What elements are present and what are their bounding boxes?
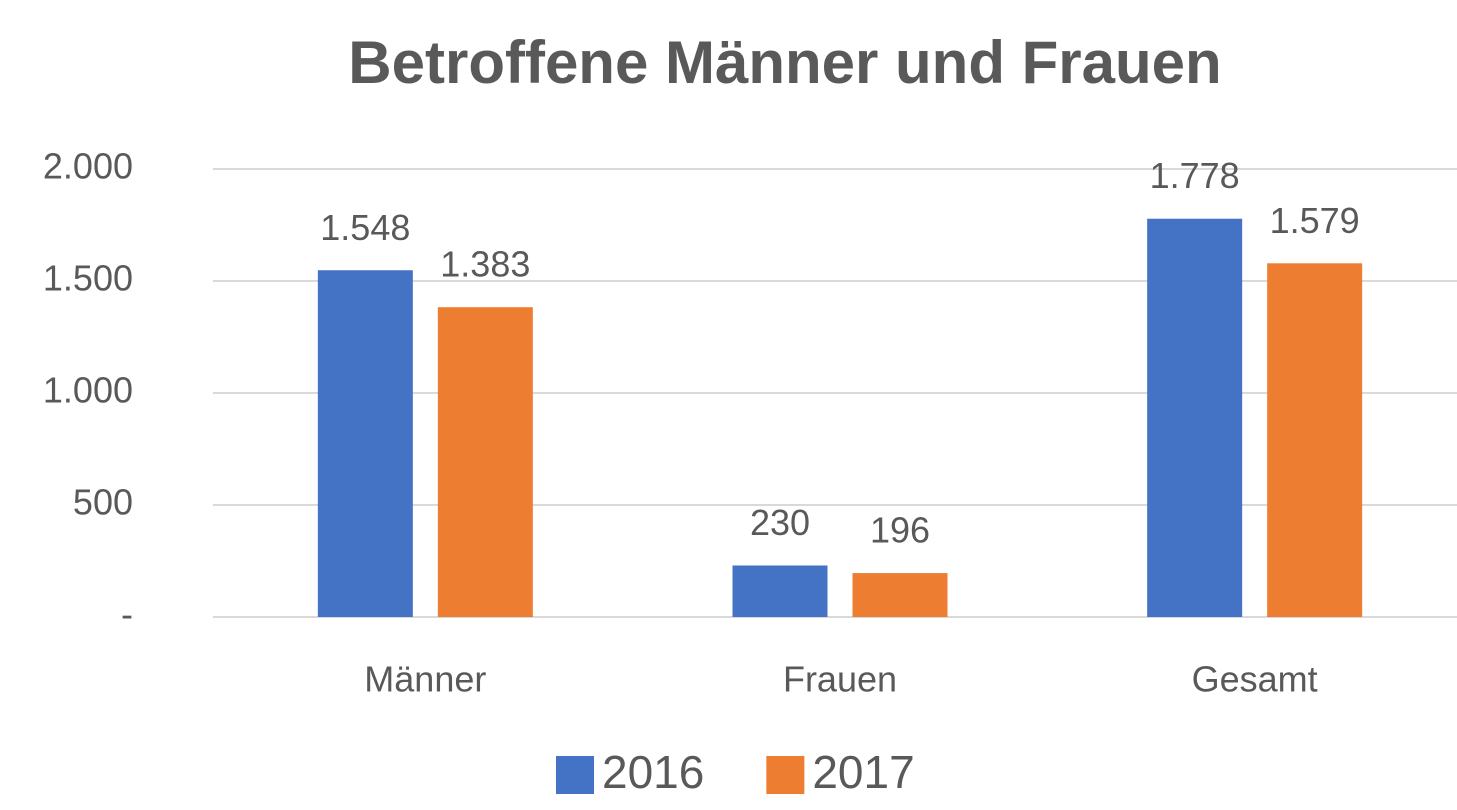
bar (1147, 218, 1243, 617)
y-tick-label: 500 (73, 482, 133, 523)
chart-title: Betroffene Männer und Frauen (348, 29, 1221, 96)
bar (1267, 263, 1363, 617)
legend-swatch (556, 756, 594, 794)
legend-label: 2016 (602, 746, 704, 798)
bar (852, 573, 948, 617)
bar (317, 270, 413, 617)
y-tick-label: 1.000 (43, 370, 133, 411)
y-tick-label: 1.500 (43, 258, 133, 299)
data-label: 1.548 (320, 207, 410, 248)
data-label: 230 (750, 502, 810, 543)
y-tick-label: - (121, 594, 133, 635)
x-tick-label: Männer (364, 659, 486, 700)
bar (437, 307, 533, 617)
x-tick-label: Frauen (783, 659, 897, 700)
data-label: 1.579 (1270, 200, 1360, 241)
legend-swatch (766, 756, 805, 794)
x-tick-label: Gesamt (1192, 659, 1318, 700)
data-label: 1.778 (1150, 155, 1240, 196)
y-tick-label: 2.000 (43, 146, 133, 187)
data-label: 1.383 (440, 244, 530, 285)
legend-label: 2017 (812, 746, 914, 798)
bar (732, 565, 828, 617)
data-label: 196 (870, 510, 930, 551)
